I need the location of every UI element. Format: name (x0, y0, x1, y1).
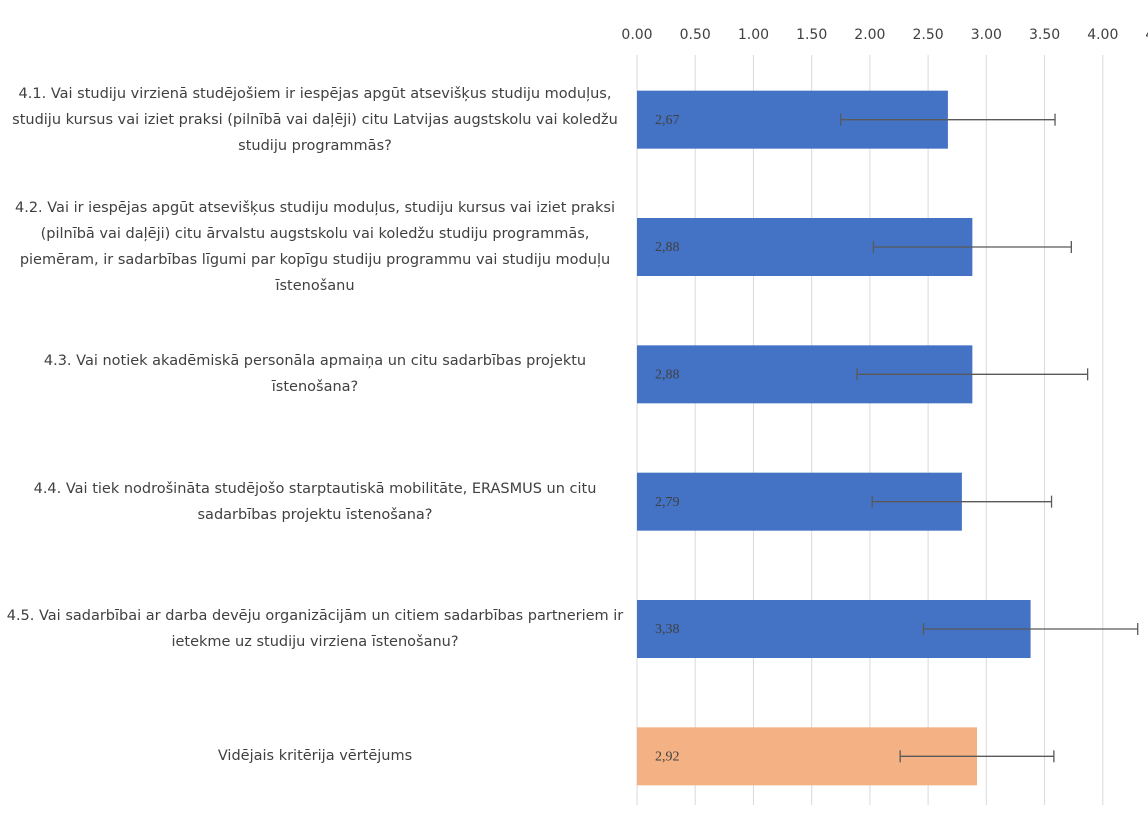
x-tick-label: 4.50 (1145, 27, 1148, 43)
x-tick-label: 2.00 (854, 27, 885, 43)
x-tick-label: 3.00 (971, 27, 1002, 43)
x-tick-label: 1.50 (796, 27, 827, 43)
category-label: 4.2. Vai ir iespējas apgūt atsevišķus st… (14, 200, 616, 294)
category-label: 4.4. Vai tiek nodrošināta studējošo star… (33, 480, 597, 523)
value-label: 2,88 (655, 240, 680, 255)
value-label: 3,38 (655, 622, 680, 637)
x-tick-label: 0.50 (680, 27, 711, 43)
category-label: Vidējais kritērija vērtējums (217, 748, 413, 765)
value-label: 2,92 (655, 750, 680, 765)
value-label: 2,67 (655, 113, 680, 128)
x-tick-label: 4.00 (1087, 27, 1118, 43)
category-label: 4.1. Vai studiju virzienā studējošiem ir… (12, 85, 618, 154)
category-label: 4.3. Vai notiek akadēmiskā personāla apm… (43, 353, 587, 396)
x-tick-label: 3.50 (1029, 27, 1060, 43)
value-label: 2,79 (655, 495, 680, 510)
x-tick-label: 2.50 (913, 27, 944, 43)
x-tick-label: 0.00 (621, 27, 652, 43)
category-label: 4.5. Vai sadarbībai ar darba devēju orga… (6, 608, 624, 650)
value-label: 2,88 (655, 368, 680, 383)
x-tick-label: 1.00 (738, 27, 769, 43)
